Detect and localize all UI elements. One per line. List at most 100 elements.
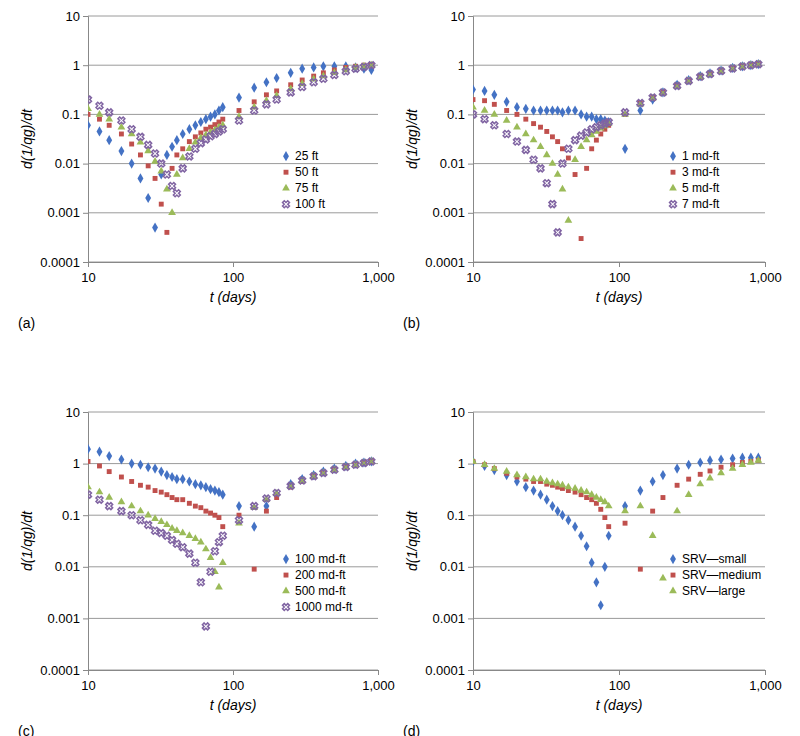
grid: [473, 16, 765, 262]
point: [707, 455, 713, 465]
y-tick: 0.1: [62, 508, 88, 523]
point: [530, 475, 538, 482]
legend: SRV—smallSRV—mediumSRV—large: [669, 552, 761, 598]
point: [286, 87, 296, 97]
grid-line: [473, 163, 765, 164]
x-tick-label: 1,000: [362, 270, 395, 285]
x-axis-title: t (days): [596, 289, 643, 305]
point: [565, 105, 571, 115]
point: [544, 495, 550, 505]
y-tick-mark: [83, 670, 88, 671]
point: [366, 456, 376, 466]
point: [737, 61, 747, 71]
point: [135, 515, 145, 525]
point: [143, 140, 153, 150]
point: [602, 515, 607, 520]
legend-label: 50 ft: [295, 165, 319, 179]
x-tick-mark: [378, 670, 379, 675]
point: [584, 112, 590, 122]
legend-symbol: [284, 573, 289, 578]
x-axis-title: t (days): [210, 289, 257, 305]
point: [249, 501, 259, 511]
point: [288, 68, 294, 78]
point: [107, 123, 112, 128]
point: [482, 461, 488, 471]
y-tick-mark: [468, 515, 473, 516]
point: [180, 474, 186, 484]
series: [88, 61, 374, 233]
point: [96, 110, 104, 117]
x-tick-mark: [619, 670, 620, 675]
point: [104, 107, 114, 117]
point: [535, 163, 545, 173]
point: [318, 468, 328, 478]
y-axis-line: [468, 17, 474, 263]
y-tick-label: 0.01: [55, 559, 80, 574]
x-tick-mark: [233, 262, 234, 267]
y-axis-title: d(1/qg)/dt: [404, 108, 420, 169]
point: [138, 460, 144, 470]
grid-line: [473, 212, 765, 213]
point: [350, 460, 360, 470]
point: [119, 475, 124, 480]
grid-line: [473, 16, 765, 17]
y-tick: 1: [458, 58, 473, 73]
legend-symbol: [282, 184, 290, 191]
y-tick-label: 0.0001: [425, 255, 465, 270]
y-tick-label: 1: [458, 58, 465, 73]
legend-label: 500 md-ft: [295, 584, 346, 598]
point: [717, 468, 725, 475]
point: [708, 469, 713, 474]
point: [686, 477, 691, 482]
point: [697, 457, 703, 467]
point: [729, 464, 737, 471]
point: [674, 464, 680, 474]
legend-label: 1 md-ft: [682, 149, 720, 163]
point: [583, 488, 591, 495]
legend-symbol: [671, 573, 676, 578]
point: [623, 521, 628, 526]
point: [473, 84, 476, 94]
point: [236, 92, 242, 102]
legend-label: 5 md-ft: [682, 181, 720, 195]
point: [138, 483, 143, 488]
point: [537, 475, 545, 482]
x-tick-label: 1,000: [749, 678, 782, 693]
point: [208, 112, 214, 122]
series: [88, 456, 377, 631]
legend-label: 1000 md-ft: [295, 600, 353, 614]
y-tick: 0.0001: [425, 255, 473, 270]
point: [479, 114, 489, 124]
point: [473, 97, 475, 102]
y-tick-label: 0.001: [432, 205, 465, 220]
point: [88, 120, 91, 130]
point: [184, 151, 194, 161]
y-tick-mark: [83, 412, 88, 413]
point: [157, 517, 165, 524]
point: [271, 94, 281, 104]
point: [172, 188, 182, 198]
point: [180, 129, 186, 139]
point: [537, 142, 545, 149]
point: [97, 464, 102, 469]
point: [560, 107, 566, 117]
y-tick-mark: [83, 618, 88, 619]
point: [311, 62, 317, 72]
point: [263, 77, 269, 87]
point: [523, 117, 528, 122]
y-tick: 0.1: [62, 107, 88, 122]
x-axis: 101001,000: [81, 670, 395, 693]
point: [739, 460, 747, 467]
point: [531, 121, 536, 126]
point: [145, 462, 151, 472]
point: [129, 142, 134, 147]
point: [186, 476, 192, 486]
point: [503, 467, 511, 474]
point: [184, 548, 194, 558]
y-tick-label: 1: [73, 58, 80, 73]
y-tick-mark: [468, 567, 473, 568]
point: [320, 61, 326, 71]
point: [482, 98, 487, 103]
point: [603, 117, 613, 127]
point: [264, 509, 269, 514]
